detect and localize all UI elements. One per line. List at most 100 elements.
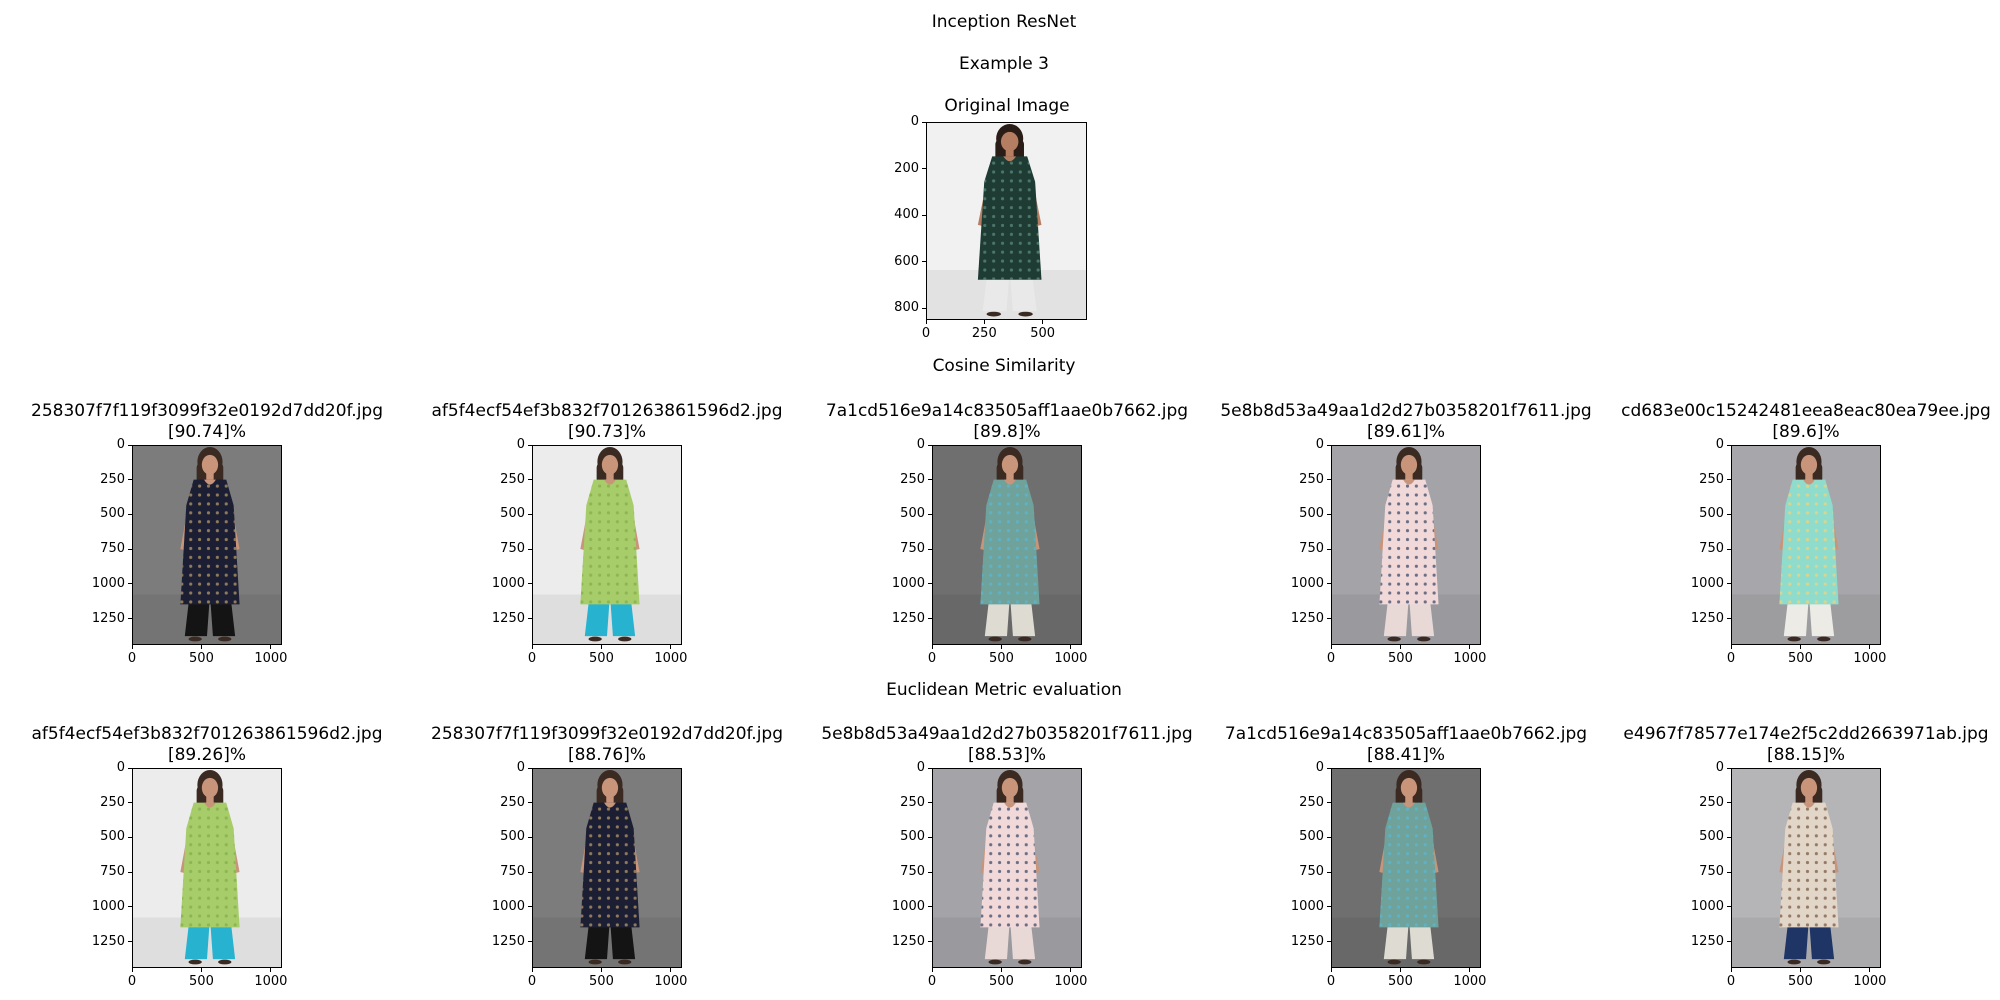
y-tick-label: 750 <box>900 541 925 557</box>
y-tick-label: 750 <box>100 541 125 557</box>
y-tick-label: 1000 <box>91 575 125 591</box>
face <box>1001 777 1019 798</box>
kurta-print <box>180 802 240 928</box>
right-shoe <box>1817 636 1831 642</box>
y-tick-mark <box>922 214 926 216</box>
x-tick-mark <box>1399 645 1401 649</box>
neckline <box>604 479 616 485</box>
figure-title: Inception ResNet <box>931 12 1077 32</box>
y-tick-label: 1250 <box>91 610 125 626</box>
result-similarity-score: [89.61]% <box>1366 422 1446 442</box>
y-tick-label: 500 <box>500 506 525 522</box>
x-tick-mark <box>1869 968 1871 972</box>
result-filename: 258307f7f119f3099f32e0192d7dd20f.jpg <box>31 401 383 421</box>
y-tick-mark <box>128 583 132 585</box>
y-tick-mark <box>128 871 132 873</box>
y-tick-mark <box>528 802 532 804</box>
y-tick-mark <box>1727 548 1731 550</box>
x-tick-label: 500 <box>1788 974 1813 989</box>
y-tick-label: 1250 <box>491 610 525 626</box>
image-axes <box>932 445 1082 645</box>
y-tick-label: 750 <box>1699 541 1724 557</box>
y-tick-mark <box>1327 444 1331 446</box>
x-tick-label: 500 <box>589 651 614 666</box>
y-tick-mark <box>128 941 132 943</box>
original-image-title: Original Image <box>944 96 1070 116</box>
face <box>1400 777 1418 798</box>
result-similarity-score: [89.8]% <box>973 422 1041 442</box>
result-filename: 7a1cd516e9a14c83505aff1aae0b7662.jpg <box>1224 724 1588 744</box>
y-tick-label: 1250 <box>491 933 525 949</box>
image-axes <box>1331 445 1481 645</box>
right-shoe <box>218 636 232 642</box>
x-tick-label: 500 <box>1388 974 1413 989</box>
right-shoe <box>618 959 632 965</box>
y-tick-label: 250 <box>100 471 125 487</box>
x-tick-label: 0 <box>921 326 931 341</box>
right-shoe <box>1018 959 1032 965</box>
x-tick-label: 1000 <box>654 651 688 666</box>
x-tick-mark <box>1000 645 1002 649</box>
y-tick-label: 250 <box>900 794 925 810</box>
y-tick-label: 1000 <box>1290 898 1324 914</box>
result-similarity-score: [88.15]% <box>1766 745 1846 765</box>
neckline <box>204 802 216 808</box>
image-axes <box>532 768 682 968</box>
product-photo <box>1332 446 1480 644</box>
image-axes <box>132 768 282 968</box>
left-shoe <box>1787 959 1801 965</box>
neckline <box>1403 479 1415 485</box>
y-tick-mark <box>1327 513 1331 515</box>
face <box>1000 131 1019 152</box>
y-tick-mark <box>528 871 532 873</box>
y-tick-mark <box>928 871 932 873</box>
x-tick-label: 1000 <box>654 974 688 989</box>
y-tick-label: 800 <box>894 300 919 316</box>
y-tick-mark <box>928 906 932 908</box>
y-tick-mark <box>528 836 532 838</box>
x-tick-mark <box>1330 968 1332 972</box>
y-tick-label: 250 <box>500 794 525 810</box>
y-tick-label: 400 <box>894 207 919 223</box>
y-tick-mark <box>528 548 532 550</box>
x-tick-mark <box>600 968 602 972</box>
left-shoe <box>1387 959 1401 965</box>
y-tick-mark <box>1727 583 1731 585</box>
y-tick-mark <box>1327 836 1331 838</box>
y-tick-label: 250 <box>1299 471 1324 487</box>
x-tick-mark <box>1730 645 1732 649</box>
y-tick-label: 0 <box>516 437 525 452</box>
result-filename: af5f4ecf54ef3b832f701263861596d2.jpg <box>431 401 783 421</box>
y-tick-label: 1250 <box>1290 933 1324 949</box>
y-tick-label: 0 <box>1715 760 1724 775</box>
kurta-print <box>180 479 240 605</box>
x-tick-mark <box>931 645 933 649</box>
y-tick-label: 200 <box>894 160 919 176</box>
kurta-print <box>980 479 1040 605</box>
y-tick-label: 500 <box>1699 506 1724 522</box>
y-tick-label: 750 <box>500 541 525 557</box>
neckline <box>1403 802 1415 808</box>
y-tick-mark <box>528 479 532 481</box>
y-tick-mark <box>1727 906 1731 908</box>
image-axes <box>926 122 1087 320</box>
y-tick-mark <box>922 168 926 170</box>
product-photo <box>1732 446 1880 644</box>
left-shoe <box>988 959 1002 965</box>
y-tick-label: 1250 <box>891 933 925 949</box>
y-tick-label: 250 <box>100 794 125 810</box>
face <box>201 454 219 475</box>
y-tick-mark <box>1327 479 1331 481</box>
y-tick-mark <box>528 767 532 769</box>
neckline <box>1803 479 1815 485</box>
y-tick-mark <box>1327 941 1331 943</box>
result-similarity-score: [88.53]% <box>967 745 1047 765</box>
right-shoe <box>1018 311 1033 317</box>
x-tick-label: 0 <box>127 974 137 989</box>
y-tick-label: 1000 <box>1690 575 1724 591</box>
product-photo <box>133 769 281 967</box>
x-tick-mark <box>270 968 272 972</box>
y-tick-mark <box>928 583 932 585</box>
face <box>1001 454 1019 475</box>
y-tick-label: 750 <box>1299 541 1324 557</box>
